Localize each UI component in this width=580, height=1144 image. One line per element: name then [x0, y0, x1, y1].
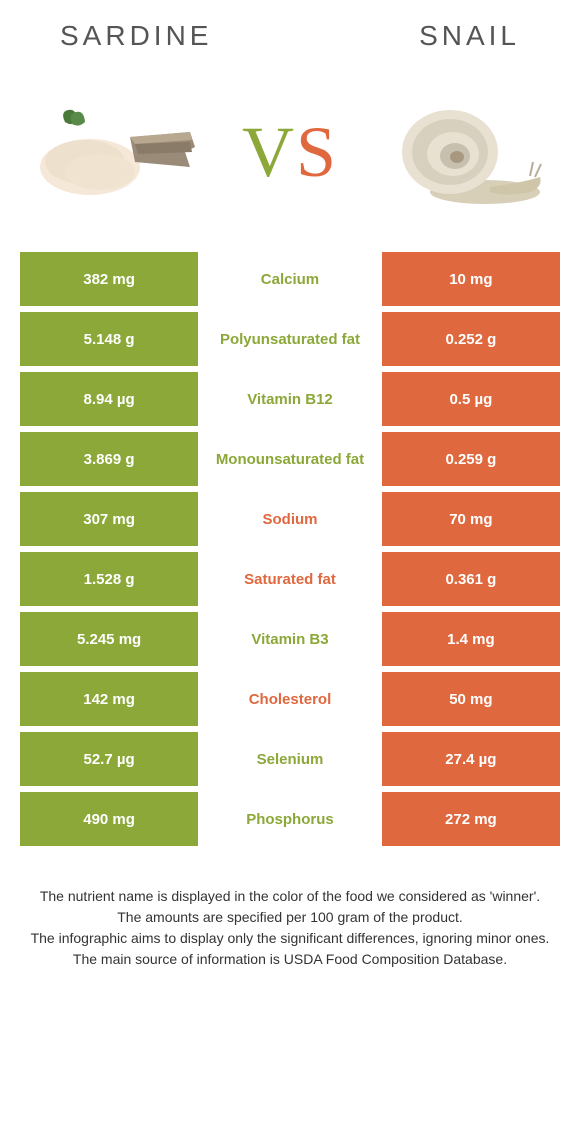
table-row: 8.94 µgVitamin B120.5 µg: [20, 372, 560, 426]
nutrient-label-cell: Polyunsaturated fat: [198, 312, 382, 366]
left-value-cell: 5.245 mg: [20, 612, 198, 666]
left-value-cell: 3.869 g: [20, 432, 198, 486]
table-row: 142 mgCholesterol50 mg: [20, 672, 560, 726]
left-food-title: Sardine: [60, 20, 212, 52]
left-value-cell: 52.7 µg: [20, 732, 198, 786]
nutrient-label-cell: Selenium: [198, 732, 382, 786]
snail-icon: [375, 92, 550, 212]
footer-line-2: The amounts are specified per 100 gram o…: [30, 907, 550, 928]
right-value-cell: 70 mg: [382, 492, 560, 546]
sardine-icon: [30, 92, 205, 212]
left-value-cell: 382 mg: [20, 252, 198, 306]
left-value-cell: 490 mg: [20, 792, 198, 846]
left-value-cell: 8.94 µg: [20, 372, 198, 426]
footer-line-4: The main source of information is USDA F…: [30, 949, 550, 970]
nutrient-label-cell: Phosphorus: [198, 792, 382, 846]
left-value-cell: 1.528 g: [20, 552, 198, 606]
sardine-image: [30, 92, 205, 212]
table-row: 307 mgSodium70 mg: [20, 492, 560, 546]
footer-line-3: The infographic aims to display only the…: [30, 928, 550, 949]
nutrient-label-cell: Sodium: [198, 492, 382, 546]
table-row: 52.7 µgSelenium27.4 µg: [20, 732, 560, 786]
vs-s-letter: S: [296, 112, 338, 192]
right-value-cell: 1.4 mg: [382, 612, 560, 666]
footer-line-1: The nutrient name is displayed in the co…: [30, 886, 550, 907]
right-value-cell: 0.5 µg: [382, 372, 560, 426]
left-value-cell: 142 mg: [20, 672, 198, 726]
header-row: Sardine Snail: [20, 20, 560, 62]
vs-label: VS: [242, 111, 338, 194]
right-value-cell: 272 mg: [382, 792, 560, 846]
nutrient-label-cell: Saturated fat: [198, 552, 382, 606]
table-row: 5.148 gPolyunsaturated fat0.252 g: [20, 312, 560, 366]
table-row: 1.528 gSaturated fat0.361 g: [20, 552, 560, 606]
left-value-cell: 307 mg: [20, 492, 198, 546]
nutrient-label-cell: Vitamin B3: [198, 612, 382, 666]
nutrient-label-cell: Cholesterol: [198, 672, 382, 726]
snail-image: [375, 92, 550, 212]
left-value-cell: 5.148 g: [20, 312, 198, 366]
vs-v-letter: V: [242, 112, 296, 192]
right-value-cell: 0.361 g: [382, 552, 560, 606]
nutrient-label-cell: Monounsaturated fat: [198, 432, 382, 486]
comparison-table: 382 mgCalcium10 mg 5.148 gPolyunsaturated…: [20, 252, 560, 846]
table-row: 3.869 gMonounsaturated fat0.259 g: [20, 432, 560, 486]
right-value-cell: 50 mg: [382, 672, 560, 726]
nutrient-label-cell: Calcium: [198, 252, 382, 306]
right-value-cell: 0.259 g: [382, 432, 560, 486]
right-food-title: Snail: [419, 20, 520, 52]
table-row: 382 mgCalcium10 mg: [20, 252, 560, 306]
nutrient-label-cell: Vitamin B12: [198, 372, 382, 426]
footer-text: The nutrient name is displayed in the co…: [20, 886, 560, 970]
table-row: 5.245 mgVitamin B31.4 mg: [20, 612, 560, 666]
right-value-cell: 10 mg: [382, 252, 560, 306]
right-value-cell: 0.252 g: [382, 312, 560, 366]
table-row: 490 mgPhosphorus272 mg: [20, 792, 560, 846]
hero-row: VS: [20, 62, 560, 252]
right-value-cell: 27.4 µg: [382, 732, 560, 786]
